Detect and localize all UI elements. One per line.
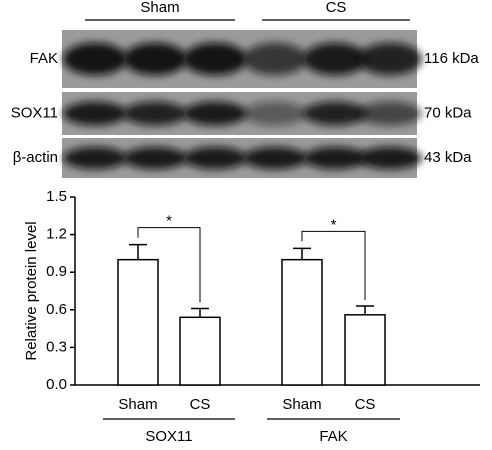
error-bar (356, 305, 374, 315)
y-tick-label: 0.3 (46, 338, 67, 355)
band (123, 42, 187, 76)
band (123, 101, 187, 126)
size-label: 70 kDa (424, 104, 472, 121)
band (123, 146, 187, 170)
group-label: SOX11 (145, 428, 192, 445)
size-label: 43 kDa (424, 149, 472, 166)
row-label: SOX11 (11, 104, 58, 121)
y-axis-label: Relative protein level (23, 221, 40, 360)
band (63, 101, 127, 126)
y-tick-label: 0.0 (46, 376, 67, 393)
band (243, 42, 307, 76)
bar (179, 316, 221, 386)
band (63, 42, 127, 76)
x-tick-label: Sham (282, 396, 321, 413)
bar (117, 258, 159, 386)
western-blot: FAK 116 kDa SOX11 70 kDa β-actin 43 kDa Sham CS (11, 0, 479, 178)
y-tick-label: 0.9 (46, 263, 67, 280)
band (63, 146, 127, 170)
group-label: FAK (319, 428, 347, 445)
group-label: Sham (140, 0, 179, 16)
band (303, 42, 367, 76)
band (183, 42, 247, 76)
bar (344, 314, 386, 386)
y-tick-label: 0.6 (46, 301, 67, 318)
band (358, 101, 422, 126)
x-tick-label: CS (355, 396, 376, 413)
size-label: 116 kDa (424, 50, 479, 67)
y-tick-label: 1.2 (46, 226, 67, 243)
x-tick-label: CS (190, 396, 211, 413)
band (358, 146, 422, 170)
significance-bracket (137, 227, 201, 303)
row-label: FAK (30, 50, 58, 67)
row-label: β-actin (13, 149, 58, 166)
bar (281, 258, 323, 386)
band (358, 42, 422, 76)
x-tick-label: Sham (118, 396, 157, 413)
band (183, 146, 247, 170)
y-tick-label: 1.5 (46, 188, 67, 205)
significance-star: * (166, 213, 172, 230)
error-bar (129, 243, 147, 260)
error-bar (191, 307, 209, 318)
bar-chart: 0.0 0.3 0.6 0.9 1.2 1.5 Relative protein level… (23, 188, 480, 445)
band (303, 101, 367, 126)
band (243, 101, 307, 126)
band (303, 146, 367, 170)
group-label: CS (326, 0, 347, 16)
error-bar (293, 247, 311, 260)
significance-bracket (301, 230, 366, 301)
band (183, 101, 247, 126)
band (243, 146, 307, 170)
significance-star: * (331, 216, 337, 233)
